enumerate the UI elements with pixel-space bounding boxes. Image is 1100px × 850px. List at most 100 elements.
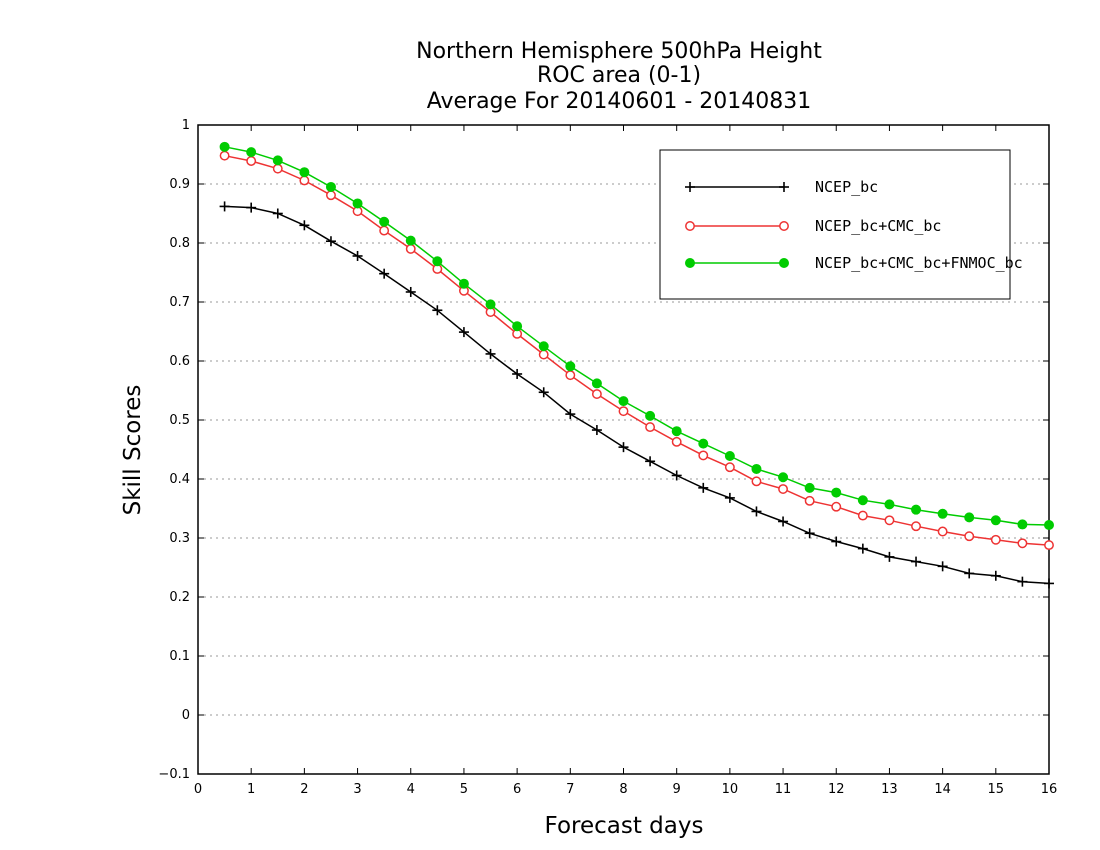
series-2 — [219, 150, 1054, 551]
x-axis-title: Forecast days — [545, 813, 704, 839]
legend-label: NCEP_bc+CMC_bc — [815, 217, 941, 235]
data-point — [911, 504, 922, 515]
data-point — [325, 181, 336, 192]
data-point — [379, 216, 390, 227]
data-point — [831, 536, 842, 547]
data-point — [778, 472, 789, 483]
data-point — [219, 141, 230, 152]
data-point — [698, 482, 709, 493]
x-tick-label: 4 — [407, 782, 415, 797]
data-point — [538, 349, 549, 360]
data-point — [884, 499, 895, 510]
data-point — [618, 442, 629, 453]
data-point — [778, 516, 789, 527]
data-point — [937, 526, 948, 537]
legend-label: NCEP_bc — [815, 178, 878, 196]
data-point — [591, 389, 602, 399]
chart-title-line-3: Average For 20140601 - 20140831 — [427, 89, 812, 114]
data-point — [724, 492, 735, 503]
x-tick-label: 5 — [460, 782, 468, 797]
data-point — [724, 450, 735, 461]
legend-entry: NCEP_bc — [685, 178, 878, 196]
series-3 — [219, 141, 1054, 531]
data-point — [458, 278, 469, 289]
data-point — [565, 361, 576, 372]
x-tick-label: 13 — [881, 782, 898, 797]
data-point — [379, 268, 390, 279]
y-tick-label: 0.1 — [169, 649, 190, 664]
data-point — [405, 235, 416, 246]
x-tick-label: 12 — [828, 782, 845, 797]
x-tick-label: 8 — [619, 782, 627, 797]
data-point — [1044, 520, 1054, 531]
data-point — [884, 551, 895, 562]
data-point — [685, 182, 695, 192]
data-point — [1044, 578, 1054, 589]
y-tick-label: 0.8 — [169, 236, 190, 251]
x-tick-label: 0 — [194, 782, 202, 797]
data-point — [671, 436, 682, 447]
data-point — [379, 225, 390, 236]
data-point — [857, 495, 868, 506]
data-point — [937, 508, 948, 519]
chart-title-line-2: ROC area (0-1) — [537, 63, 701, 88]
data-point — [857, 510, 868, 521]
legend-box — [659, 149, 1011, 300]
data-point — [512, 368, 523, 379]
data-point — [246, 147, 257, 158]
y-tick-label: 0.4 — [169, 472, 190, 487]
data-point — [326, 190, 336, 201]
data-point — [990, 515, 1001, 526]
data-point — [272, 208, 283, 219]
data-point — [512, 321, 523, 332]
data-point — [299, 175, 310, 186]
legend: NCEP_bc NCEP_bc+CMC_bc NCEP_bc+CMC_bc+FNMO… — [659, 149, 1023, 300]
data-point — [804, 528, 815, 539]
data-point — [698, 450, 709, 461]
data-point — [618, 406, 629, 417]
data-point — [325, 236, 336, 247]
y-tick-label: 1 — [182, 118, 190, 133]
data-point — [964, 568, 975, 579]
y-tick-label: 0.7 — [169, 295, 190, 310]
data-point — [779, 258, 789, 268]
data-point — [565, 409, 576, 420]
data-point — [618, 396, 629, 407]
series-1 — [219, 201, 1054, 589]
x-tick-label: 16 — [1041, 782, 1058, 797]
data-point — [1017, 576, 1028, 587]
data-point — [538, 341, 549, 352]
data-point — [778, 484, 789, 494]
data-point — [272, 163, 283, 174]
data-point — [1044, 540, 1054, 551]
x-tick-label: 6 — [513, 782, 521, 797]
data-point — [964, 531, 975, 542]
x-tick-label: 10 — [722, 782, 739, 797]
data-point — [246, 156, 257, 166]
y-tick-label: 0.3 — [169, 531, 190, 546]
data-point — [485, 348, 496, 359]
x-tick-label: 9 — [673, 782, 681, 797]
series-layer — [219, 141, 1054, 589]
data-point — [751, 463, 762, 474]
chart-title-line-1: Northern Hemisphere 500hPa Height — [416, 39, 822, 64]
y-tick-label: 0.5 — [169, 413, 190, 428]
data-point — [645, 410, 656, 421]
y-tick-label: 0.2 — [169, 590, 190, 605]
data-point — [485, 299, 496, 310]
data-point — [779, 221, 789, 231]
y-tick-label: 0.9 — [169, 177, 190, 192]
data-point — [937, 561, 948, 572]
data-point — [219, 201, 230, 212]
data-point — [432, 305, 443, 316]
data-point — [405, 243, 416, 254]
data-point — [964, 512, 975, 523]
data-point — [911, 556, 922, 567]
x-tick-label: 15 — [988, 782, 1005, 797]
data-point — [804, 495, 815, 506]
x-axis-ticks: 0 1 2 3 4 5 6 7 8 9 10 11 12 13 14 15 16 — [194, 125, 1057, 797]
y-axis-title: Skill Scores — [120, 385, 146, 516]
y-tick-label: 0.6 — [169, 354, 190, 369]
data-point — [352, 198, 363, 209]
data-point — [698, 438, 709, 449]
